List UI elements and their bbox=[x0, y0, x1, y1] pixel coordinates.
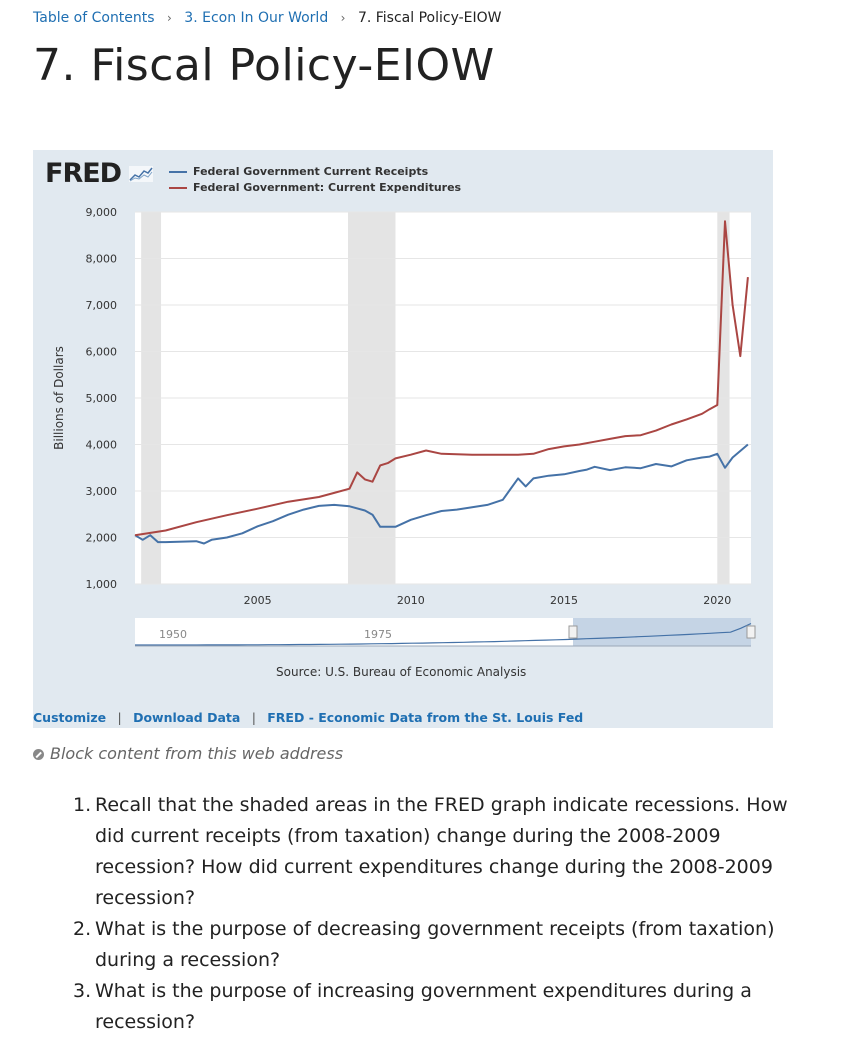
question-text: Recall that the shaded areas in the FRED… bbox=[95, 794, 788, 909]
range-navigator-label: 1975 bbox=[364, 628, 392, 641]
fred-line-chart[interactable]: 1,000 2,000 3,000 4,000 5,000 6,000 7,000 8,000… bbox=[33, 150, 773, 660]
range-navigator-label: 1950 bbox=[159, 628, 187, 641]
range-navigator-series bbox=[135, 622, 752, 646]
question-text: What is the purpose of increasing govern… bbox=[95, 980, 752, 1033]
y-tick-label: 5,000 bbox=[86, 392, 118, 405]
fred-footer-links: Customize | Download Data | FRED - Econo… bbox=[33, 710, 583, 725]
page-title: 7. Fiscal Policy-EIOW bbox=[33, 40, 495, 91]
question-item: 1. Recall that the shaded areas in the FR… bbox=[73, 790, 795, 914]
legend-label-receipts: Federal Government Current Receipts bbox=[193, 165, 429, 178]
range-handle-right[interactable] bbox=[746, 625, 756, 639]
question-list: 1. Recall that the shaded areas in the FR… bbox=[73, 790, 795, 1038]
y-tick-label: 8,000 bbox=[86, 253, 118, 266]
y-tick-label: 2,000 bbox=[86, 532, 118, 545]
breadcrumb-link-econ[interactable]: 3. Econ In Our World bbox=[184, 10, 329, 26]
download-data-link[interactable]: Download Data bbox=[133, 710, 241, 725]
breadcrumb-separator: › bbox=[340, 11, 346, 25]
x-tick-label: 2015 bbox=[550, 594, 578, 607]
link-separator: | bbox=[251, 710, 256, 725]
link-separator: | bbox=[117, 710, 122, 725]
fred-logo-chart-icon bbox=[129, 166, 153, 182]
fred-home-link[interactable]: FRED - Economic Data from the St. Louis … bbox=[267, 710, 584, 725]
x-tick-label: 2020 bbox=[703, 594, 731, 607]
breadcrumb: Table of Contents › 3. Econ In Our World… bbox=[33, 10, 502, 26]
breadcrumb-current: 7. Fiscal Policy-EIOW bbox=[357, 10, 502, 26]
legend-item-receipts[interactable]: Federal Government Current Receipts bbox=[169, 164, 461, 180]
block-content-text: Block content from this web address bbox=[50, 744, 344, 763]
x-tick-label: 2005 bbox=[244, 594, 272, 607]
question-number: 1. bbox=[73, 794, 92, 816]
fred-graph-embed: FRED Federal Government Current Receipts… bbox=[33, 150, 773, 728]
legend-swatch-expenditures bbox=[169, 187, 187, 189]
range-navigator-selection bbox=[573, 618, 751, 646]
y-tick-label: 9,000 bbox=[86, 206, 118, 219]
block-icon bbox=[33, 749, 44, 760]
block-content-notice[interactable]: Block content from this web address bbox=[33, 744, 343, 763]
series-line-expenditures[interactable] bbox=[134, 220, 749, 537]
breadcrumb-separator: › bbox=[167, 11, 172, 25]
legend-swatch-receipts bbox=[169, 171, 187, 173]
question-number: 3. bbox=[73, 980, 92, 1002]
question-text: What is the purpose of decreasing govern… bbox=[95, 918, 775, 971]
y-tick-label: 1,000 bbox=[86, 578, 118, 591]
y-tick-label: 3,000 bbox=[86, 485, 118, 498]
legend-label-expenditures: Federal Government: Current Expenditures bbox=[193, 181, 462, 194]
question-number: 2. bbox=[73, 918, 92, 940]
y-axis-label: Billions of Dollars bbox=[52, 346, 66, 450]
question-item: 2. What is the purpose of decreasing gove… bbox=[73, 914, 795, 976]
question-item: 3. What is the purpose of increasing gove… bbox=[73, 976, 795, 1038]
chart-legend: Federal Government Current Receipts Fede… bbox=[169, 164, 461, 196]
y-tick-label: 4,000 bbox=[86, 439, 118, 452]
y-tick-label: 7,000 bbox=[86, 299, 118, 312]
range-handle-left[interactable] bbox=[568, 625, 578, 639]
chart-source: Source: U.S. Bureau of Economic Analysis bbox=[276, 665, 527, 679]
fred-logo[interactable]: FRED bbox=[45, 158, 122, 189]
y-tick-label: 6,000 bbox=[86, 346, 118, 359]
customize-link[interactable]: Customize bbox=[33, 710, 107, 725]
legend-item-expenditures[interactable]: Federal Government: Current Expenditures bbox=[169, 180, 461, 196]
series-line-receipts[interactable] bbox=[134, 443, 749, 545]
breadcrumb-link-toc[interactable]: Table of Contents bbox=[33, 10, 155, 26]
x-tick-label: 2010 bbox=[397, 594, 425, 607]
